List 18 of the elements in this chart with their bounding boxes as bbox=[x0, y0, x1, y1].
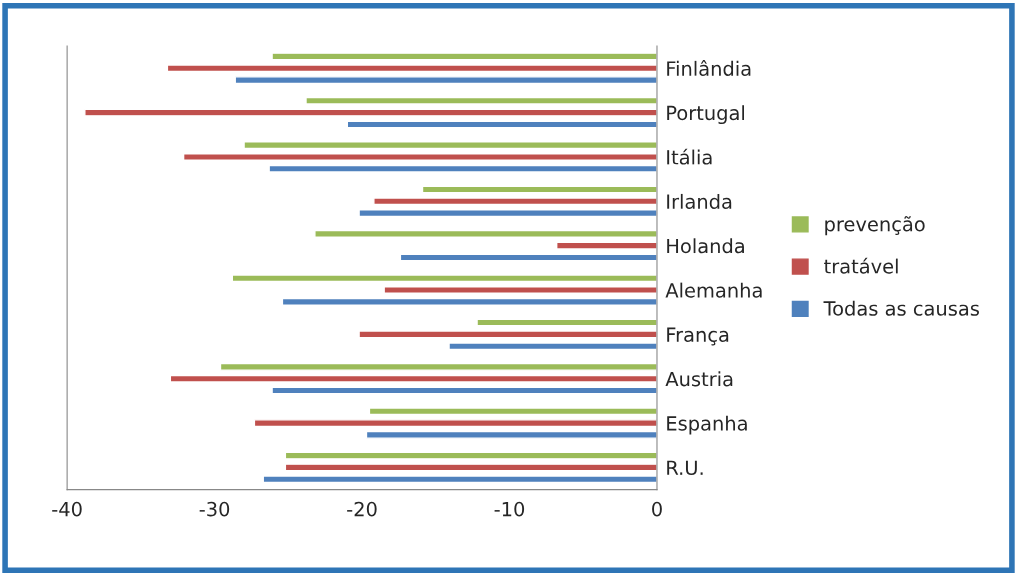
x-tick-label: 0 bbox=[652, 501, 662, 517]
y-tick-label: Holanda bbox=[667, 238, 744, 254]
legend-label: Todas as causas bbox=[823, 300, 979, 316]
x-tick-label: -40 bbox=[52, 501, 82, 517]
x-tick-label: -20 bbox=[347, 501, 377, 517]
y-tick-label: Espanha bbox=[667, 415, 747, 435]
x-tick-label: -10 bbox=[494, 501, 525, 517]
legend-label: prevenção bbox=[825, 216, 925, 236]
x-tick-label: -30 bbox=[199, 501, 230, 517]
y-tick-label: França bbox=[667, 327, 729, 346]
legend-label: tratável bbox=[824, 257, 898, 274]
y-tick-label: Finlândia bbox=[667, 60, 751, 76]
y-tick-label: Itália bbox=[667, 148, 712, 165]
y-tick-label: Alemanha bbox=[665, 282, 762, 298]
y-tick-label: R.U. bbox=[667, 460, 703, 476]
y-tick-label: Austria bbox=[665, 371, 733, 387]
y-tick-label: Portugal bbox=[667, 105, 745, 125]
y-tick-label: Irlanda bbox=[667, 193, 732, 209]
